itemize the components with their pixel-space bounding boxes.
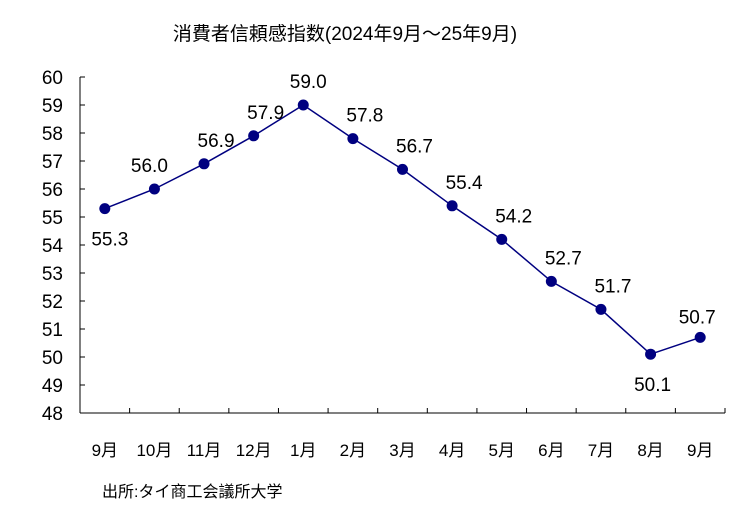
- data-label: 54.2: [495, 206, 532, 227]
- data-point: [248, 130, 260, 142]
- x-tick-label: 4月: [439, 441, 465, 460]
- x-tick-label: 12月: [236, 441, 272, 460]
- y-tick-label: 60: [42, 68, 63, 89]
- data-point: [99, 203, 111, 215]
- y-tick-label: 49: [42, 376, 63, 397]
- data-label: 50.7: [679, 307, 716, 328]
- x-tick-label: 8月: [637, 441, 663, 460]
- chart-title: 消費者信頼感指数(2024年9月～25年9月): [173, 23, 517, 45]
- x-tick-label: 9月: [687, 441, 713, 460]
- source-note: 出所:タイ商工会議所大学: [102, 483, 282, 501]
- x-tick-label: 9月: [92, 441, 118, 460]
- data-point: [545, 275, 557, 287]
- y-tick-label: 50: [42, 348, 63, 369]
- data-label: 50.1: [634, 375, 671, 396]
- data-point: [198, 158, 210, 170]
- data-label: 57.9: [247, 103, 284, 124]
- data-label: 56.7: [396, 136, 433, 157]
- data-point: [595, 303, 607, 315]
- x-tick-label: 10月: [136, 441, 172, 460]
- data-label: 52.7: [545, 248, 582, 269]
- x-tick-label: 5月: [488, 441, 514, 460]
- data-point: [347, 133, 359, 145]
- x-tick-label: 2月: [340, 441, 366, 460]
- data-label: 51.7: [594, 276, 631, 297]
- x-tick-label: 11月: [187, 441, 222, 460]
- data-point: [397, 163, 408, 175]
- y-tick-label: 48: [42, 404, 63, 425]
- data-label: 56.9: [198, 131, 235, 152]
- y-tick-label: 55: [42, 208, 63, 229]
- y-tick-label: 54: [42, 236, 64, 257]
- x-tick-label: 6月: [538, 441, 564, 460]
- y-tick-label: 56: [42, 180, 63, 201]
- data-label: 55.3: [91, 230, 128, 251]
- y-tick-label: 52: [42, 292, 63, 313]
- y-tick-label: 51: [42, 320, 63, 341]
- x-tick-label: 3月: [389, 441, 415, 460]
- y-tick-label: 59: [42, 96, 63, 117]
- data-label: 57.8: [346, 106, 383, 127]
- data-label: 55.4: [446, 173, 483, 194]
- x-tick-label: 7月: [588, 441, 614, 460]
- data-label: 56.0: [131, 156, 168, 177]
- x-tick-label: 1月: [290, 441, 316, 460]
- data-point: [694, 331, 706, 343]
- data-point: [148, 183, 160, 195]
- data-point: [645, 348, 657, 360]
- data-point: [496, 233, 508, 245]
- y-tick-label: 58: [42, 124, 63, 145]
- y-tick-label: 57: [42, 152, 63, 173]
- data-point: [446, 200, 458, 212]
- data-label: 59.0: [290, 72, 327, 93]
- y-tick-label: 53: [42, 264, 63, 285]
- data-point: [297, 99, 309, 111]
